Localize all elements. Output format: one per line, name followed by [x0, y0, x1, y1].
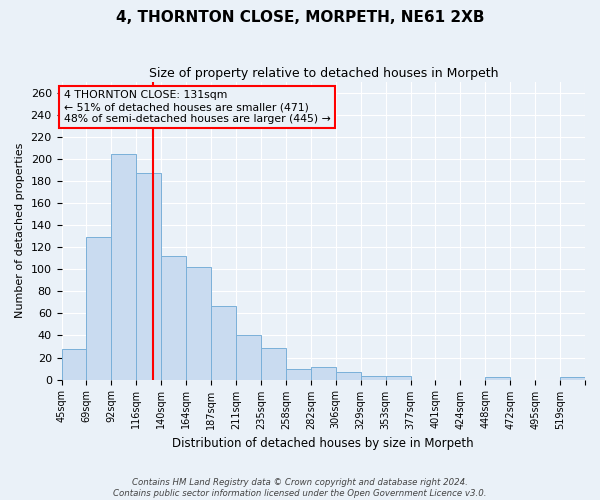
X-axis label: Distribution of detached houses by size in Morpeth: Distribution of detached houses by size … [172, 437, 474, 450]
Bar [485, 378, 510, 380]
Bar [211, 306, 236, 380]
Y-axis label: Number of detached properties: Number of detached properties [15, 143, 25, 318]
Bar [336, 372, 361, 380]
Title: Size of property relative to detached houses in Morpeth: Size of property relative to detached ho… [149, 68, 498, 80]
Bar [236, 336, 261, 380]
Bar [86, 237, 112, 380]
Bar [386, 376, 410, 380]
Text: 4, THORNTON CLOSE, MORPETH, NE61 2XB: 4, THORNTON CLOSE, MORPETH, NE61 2XB [116, 10, 484, 25]
Bar [186, 267, 211, 380]
Bar [311, 368, 336, 380]
Bar [560, 378, 585, 380]
Bar [161, 256, 186, 380]
Bar [136, 173, 161, 380]
Bar [361, 376, 386, 380]
Text: Contains HM Land Registry data © Crown copyright and database right 2024.
Contai: Contains HM Land Registry data © Crown c… [113, 478, 487, 498]
Text: 4 THORNTON CLOSE: 131sqm
← 51% of detached houses are smaller (471)
48% of semi-: 4 THORNTON CLOSE: 131sqm ← 51% of detach… [64, 90, 330, 124]
Bar [62, 348, 86, 380]
Bar [286, 368, 311, 380]
Bar [112, 154, 136, 380]
Bar [261, 348, 286, 380]
